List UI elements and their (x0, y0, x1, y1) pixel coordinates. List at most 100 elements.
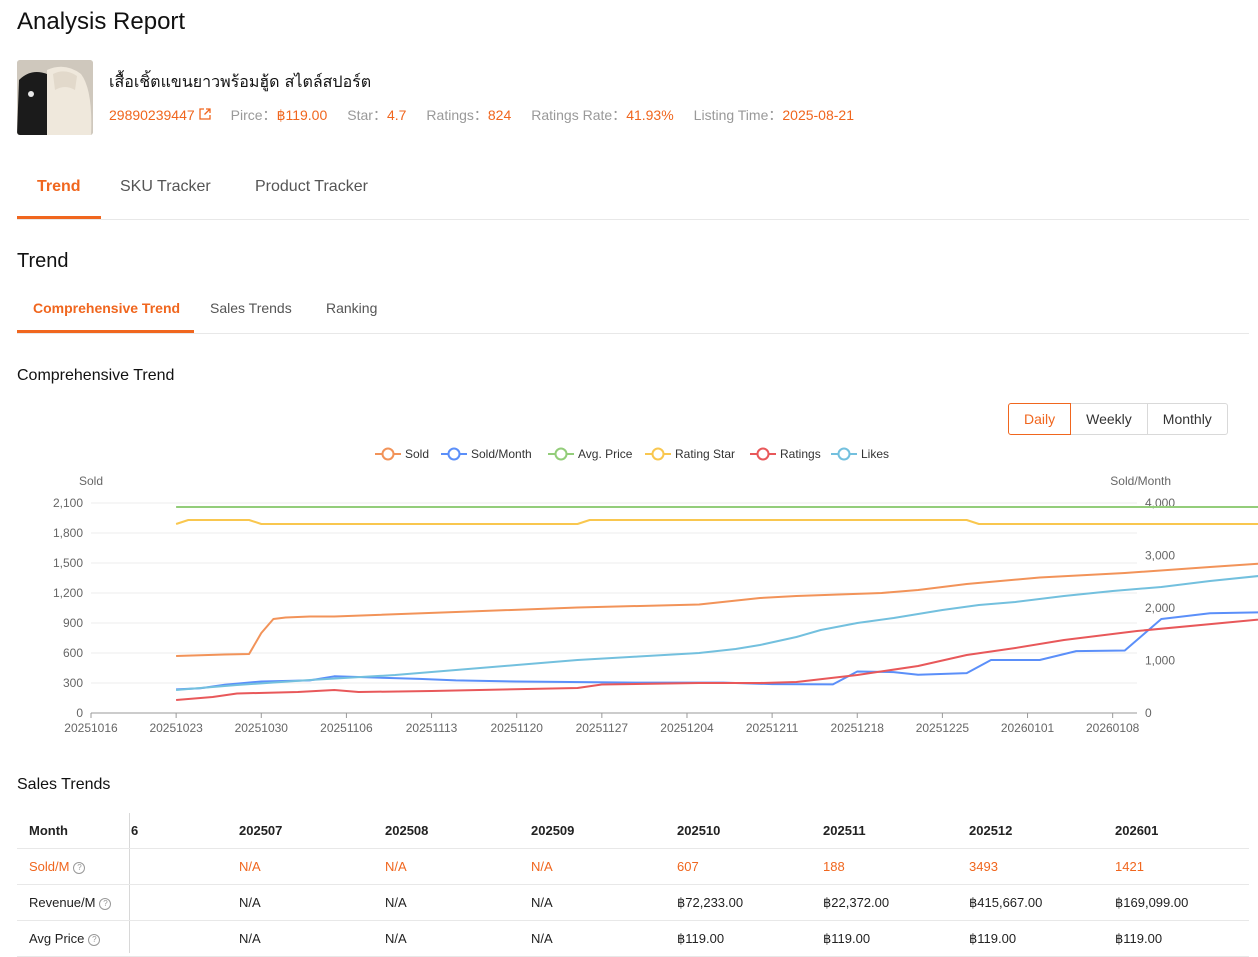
comprehensive-trend-heading: Comprehensive Trend (17, 367, 175, 384)
table-cell: ฿22,372.00 (823, 895, 890, 910)
x-tick-label: 20251225 (916, 721, 970, 735)
table-cell: ฿169,099.00 (1115, 895, 1189, 910)
ratings-rate-label: Ratings Rate： (531, 107, 627, 123)
x-tick-label: 20251023 (149, 721, 203, 735)
help-icon[interactable]: ? (88, 933, 101, 946)
legend-marker (447, 447, 461, 461)
tab-sales-trends[interactable]: Sales Trends (210, 300, 292, 316)
page-title: Analysis Report (17, 8, 186, 35)
price-label: Pirce： (230, 107, 277, 123)
x-tick-label: 20260101 (1001, 721, 1055, 735)
table-cell: 202601 (1115, 823, 1159, 838)
tab-sku-tracker[interactable]: SKU Tracker (120, 178, 211, 195)
product-meta: 29890239447 Pirce：฿119.00 Star：4.7 Ratin… (109, 105, 854, 125)
table-cell: N/A (239, 859, 261, 874)
right-axis-title: Sold/Month (1110, 474, 1171, 488)
legend-label: Likes (861, 447, 889, 461)
x-tick-label: 20251204 (660, 721, 714, 735)
legend-marker (756, 447, 770, 461)
table-cell: 607 (677, 859, 699, 874)
x-tick-label: 20251030 (235, 721, 289, 735)
table-cell: 202510 (677, 823, 721, 838)
y-tick-label: 0 (76, 706, 83, 720)
trend-heading: Trend (17, 250, 69, 272)
tab-product-tracker[interactable]: Product Tracker (255, 178, 368, 195)
price-value: ฿119.00 (276, 107, 328, 123)
sales-trends-table: Month 6 202507 202508 202509 202510 2025… (17, 813, 1249, 957)
table-row: Sold/M? N/A N/A N/A 607 188 3493 1421 (17, 849, 1249, 885)
x-tick-label: 20251106 (320, 721, 373, 735)
row-label: Avg Price? (29, 921, 101, 956)
partial-column-header: 6 (131, 823, 139, 838)
table-cell: N/A (239, 895, 261, 910)
period-toggle: Daily Weekly Monthly (1008, 403, 1228, 435)
legend-marker (554, 447, 568, 461)
table-row: Month 6 202507 202508 202509 202510 2025… (17, 813, 1249, 849)
help-icon[interactable]: ? (99, 897, 112, 910)
sold-m-label: Sold/M (29, 859, 70, 874)
product-name: เสื้อเชิ้ตแขนยาวพร้อมฮู้ด สไตล์สปอร์ต (109, 72, 372, 91)
tab-ranking[interactable]: Ranking (326, 300, 378, 316)
legend-marker (837, 447, 851, 461)
table-cell: 202512 (969, 823, 1013, 838)
table-cell: N/A (531, 859, 553, 874)
y-tick-label: 1,500 (53, 556, 83, 570)
product-image (17, 60, 93, 135)
x-tick-label: 20251120 (490, 721, 543, 735)
row-label: Revenue/M? (29, 885, 112, 920)
weekly-button[interactable]: Weekly (1070, 403, 1148, 435)
y2-tick-label: 3,000 (1145, 549, 1175, 563)
series-line-sold-per-month (176, 611, 1258, 691)
legend-label: Ratings (780, 447, 821, 461)
series-line-ratings (176, 618, 1258, 701)
ratings-label: Ratings： (426, 107, 488, 123)
y-tick-label: 900 (63, 616, 83, 630)
x-tick-label: 20251211 (746, 721, 799, 735)
main-tabs: Trend SKU Tracker Product Tracker (17, 166, 1249, 220)
table-cell: 3493 (969, 859, 998, 874)
listing-time-value: 2025-08-21 (782, 107, 854, 123)
table-cell: ฿119.00 (823, 931, 871, 946)
product-thumbnail[interactable] (17, 60, 93, 135)
table-cell: N/A (239, 931, 261, 946)
table-cell: 202509 (531, 823, 575, 838)
x-tick-label: 20251113 (406, 721, 458, 735)
y-tick-label: 300 (63, 676, 83, 690)
active-tab-indicator (17, 216, 101, 219)
star-value: 4.7 (386, 107, 407, 123)
table-cell: N/A (531, 895, 553, 910)
table-cell: 202507 (239, 823, 283, 838)
y-tick-label: 2,100 (53, 496, 83, 510)
table-cell: 202511 (823, 823, 866, 838)
table-row: Avg Price? N/A N/A N/A ฿119.00 ฿119.00 ฿… (17, 921, 1249, 957)
external-link-icon[interactable] (199, 107, 211, 123)
legend-label: Avg. Price (578, 447, 633, 461)
product-id-link[interactable]: 29890239447 (109, 107, 195, 123)
legend-label: Sold (405, 447, 429, 461)
table-cell: N/A (385, 931, 407, 946)
daily-button[interactable]: Daily (1008, 403, 1072, 435)
y2-tick-label: 2,000 (1145, 601, 1175, 615)
active-subtab-indicator (17, 330, 194, 333)
tab-trend[interactable]: Trend (37, 178, 81, 195)
sales-trends-heading: Sales Trends (17, 776, 111, 793)
table-cell: N/A (385, 895, 407, 910)
legend-label: Rating Star (675, 447, 735, 461)
tab-comprehensive-trend[interactable]: Comprehensive Trend (33, 300, 181, 316)
legend-label: Sold/Month (471, 447, 532, 461)
monthly-button[interactable]: Monthly (1146, 403, 1228, 435)
y-tick-label: 1,200 (53, 586, 83, 600)
table-cell: ฿119.00 (969, 931, 1017, 946)
table-row: Revenue/M? N/A N/A N/A ฿72,233.00 ฿22,37… (17, 885, 1249, 921)
series-line-rating-star (175, 519, 1258, 525)
help-icon[interactable]: ? (73, 861, 86, 874)
star-label: Star： (347, 107, 387, 123)
table-cell: N/A (385, 859, 407, 874)
y2-tick-label: 1,000 (1145, 654, 1175, 668)
table-cell: 188 (823, 859, 845, 874)
x-tick-label: 20251218 (831, 721, 885, 735)
table-cell: N/A (531, 931, 553, 946)
y-tick-label: 600 (63, 646, 83, 660)
table-cell: 202508 (385, 823, 429, 838)
left-axis-title: Sold (79, 474, 103, 488)
